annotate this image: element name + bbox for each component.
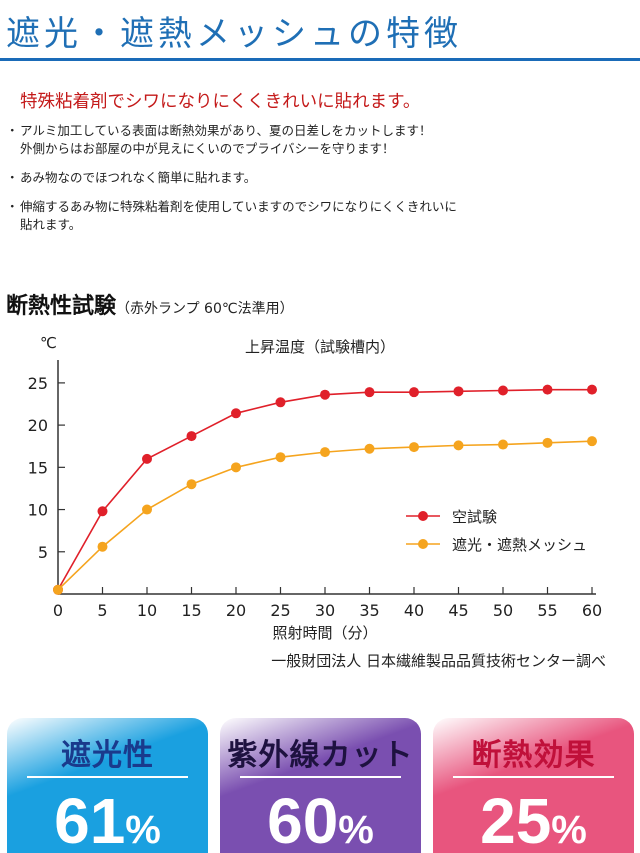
x-tick-label: 30: [315, 601, 335, 620]
data-point: [53, 584, 63, 595]
data-point: [409, 387, 419, 398]
x-tick-label: 60: [582, 601, 602, 620]
feature-line: 伸縮するあみ物に特殊粘着剤を使用していますのでシワになりにくくきれいに: [20, 199, 457, 214]
data-point: [97, 506, 108, 517]
bullet-marker: ・: [6, 199, 19, 214]
x-tick-label: 10: [137, 601, 157, 620]
badge-label: 紫外線カット: [227, 738, 414, 773]
badge-number: 60: [267, 785, 339, 853]
x-tick-label: 15: [181, 601, 201, 620]
feature-item: ・ あみ物なのでほつれなく簡単に貼れます。: [6, 169, 636, 187]
y-tick-label: 5: [38, 543, 48, 562]
x-tick-label: 25: [270, 601, 290, 620]
y-tick-label: 15: [28, 458, 48, 477]
badge-label: 遮光性: [61, 738, 154, 773]
badge-unit: %: [125, 808, 161, 852]
data-point: [97, 541, 108, 552]
badge-unit: %: [338, 808, 374, 852]
badge-value: 25%: [433, 784, 634, 853]
badge-number: 25: [480, 785, 552, 853]
data-point: [542, 437, 553, 448]
data-point: [453, 440, 464, 451]
feature-line: 貼れます。: [20, 217, 82, 232]
series-line: [57, 388, 592, 591]
y-tick-label: 10: [28, 501, 48, 520]
legend-marker: [418, 511, 428, 521]
legend-label: 空試験: [452, 508, 497, 526]
data-point: [231, 462, 241, 473]
data-point: [587, 436, 597, 447]
badge-rule: [240, 776, 401, 778]
badge-number: 61: [54, 785, 126, 853]
badge-label: 断熱効果: [471, 738, 596, 773]
data-point: [453, 386, 464, 397]
x-tick-label: 50: [493, 601, 513, 620]
data-point: [320, 447, 330, 458]
chart-title: 上昇温度（試験槽内）: [245, 338, 395, 356]
x-tick-label: 20: [226, 601, 246, 620]
data-point: [542, 384, 553, 395]
feature-line: アルミ加工している表面は断熱効果があり、夏の日差しをカットします！: [20, 123, 432, 138]
feature-list: ・ アルミ加工している表面は断熱効果があり、夏の日差しをカットします！ 外側から…: [6, 122, 636, 245]
source-note: 一般財団法人 日本繊維製品品質技術センター調べ: [271, 652, 606, 670]
temperature-chart: 5 10 15 20 25 0 5 10 15 20 25 30 35 40 45 50 55 60 ℃ 上昇温度（試…: [28, 334, 606, 670]
feature-item: ・ 伸縮するあみ物に特殊粘着剤を使用していますのでシワになりにくくきれいに 貼れ…: [6, 198, 636, 234]
y-tick-label: 25: [28, 374, 48, 393]
data-point: [275, 452, 286, 463]
data-point: [498, 385, 508, 396]
feature-item: ・ アルミ加工している表面は断熱効果があり、夏の日差しをカットします！ 外側から…: [6, 122, 636, 158]
data-point: [320, 389, 330, 400]
data-point: [142, 453, 152, 464]
data-point: [231, 408, 241, 419]
header-banner: 遮光・遮熱メッシュの特徴: [0, 0, 640, 62]
feature-line: 外側からはお部屋の中が見えにくいのでプライバシーを守ります！: [20, 141, 395, 156]
series-line: [57, 440, 593, 591]
x-tick-label: 40: [404, 601, 424, 620]
legend-marker: [418, 539, 428, 549]
badge-heat-insulation: 断熱効果 25%: [433, 718, 634, 853]
data-point: [498, 439, 508, 450]
x-tick-label: 5: [97, 601, 107, 620]
badge-value: 60%: [220, 784, 421, 853]
badge-value: 61%: [7, 784, 208, 853]
legend-label: 遮光・遮熱メッシュ: [452, 536, 587, 554]
badge-rule: [453, 776, 614, 778]
data-point: [275, 397, 286, 408]
section-title: 断熱性試験: [6, 294, 117, 319]
data-point: [186, 479, 197, 490]
data-point: [409, 442, 419, 453]
badge-shading: 遮光性 61%: [7, 718, 208, 853]
x-tick-label: 45: [448, 601, 468, 620]
data-point: [364, 387, 375, 398]
badge-uv-cut: 紫外線カット 60%: [220, 718, 421, 853]
header-divider: [0, 58, 640, 61]
section-subtitle: （赤外ランプ 60℃法準用）: [116, 301, 294, 317]
x-tick-label: 55: [537, 601, 557, 620]
data-point: [186, 431, 197, 442]
page-title: 遮光・遮熱メッシュの特徴: [6, 14, 462, 54]
data-point: [587, 384, 597, 395]
bullet-marker: ・: [6, 123, 19, 138]
y-tick-label: 20: [28, 416, 48, 435]
x-tick-label: 35: [359, 601, 379, 620]
section-heading: 断熱性試験（赤外ランプ 60℃法準用）: [6, 288, 294, 320]
x-axis-label: 照射時間（分）: [272, 624, 377, 642]
x-tick-label: 0: [53, 601, 63, 620]
feature-line: あみ物なのでほつれなく簡単に貼れます。: [20, 170, 257, 185]
bullet-marker: ・: [6, 170, 19, 185]
lead-text: 特殊粘着剤でシワになりにくくきれいに貼れます。: [20, 92, 421, 112]
data-point: [142, 504, 152, 515]
y-axis-label: ℃: [40, 334, 57, 352]
badge-rule: [27, 776, 188, 778]
data-point: [364, 443, 375, 454]
badge-unit: %: [551, 808, 587, 852]
